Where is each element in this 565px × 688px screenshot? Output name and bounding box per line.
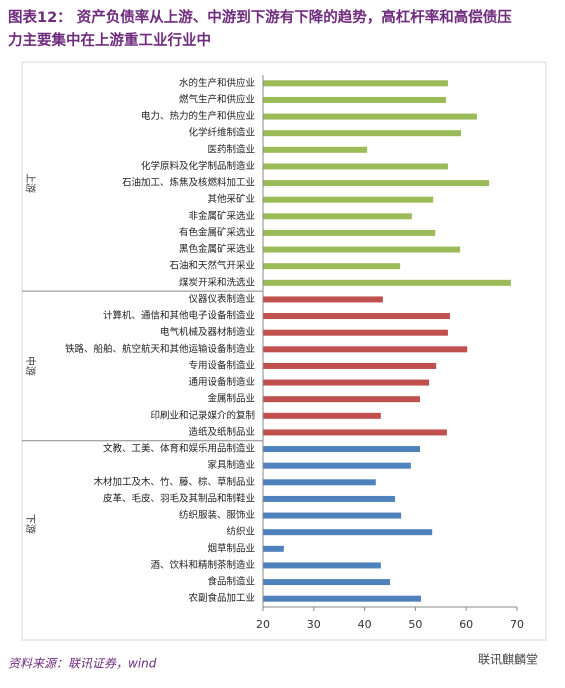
y-tick-label: 化学纤维制造业: [188, 127, 255, 139]
chart-title: 力主要集中在上游重工业行业中: [8, 31, 211, 49]
bar: [263, 296, 383, 303]
watermark: 联讯麒麟堂: [478, 652, 538, 667]
bar: [263, 346, 468, 353]
x-tick-label: 40: [358, 618, 372, 631]
group-label: 下游: [24, 514, 37, 534]
bar: [263, 579, 390, 586]
y-tick-label: 煤炭开采和洗选业: [179, 276, 255, 288]
bar: [263, 512, 402, 519]
bar: [263, 446, 420, 453]
bar: [263, 379, 430, 386]
y-tick-label: 文教、工美、体育和娱乐用品制造业: [103, 443, 255, 455]
bar: [263, 196, 434, 203]
y-tick-label: 造纸及纸制品业: [188, 426, 255, 438]
x-tick-label: 50: [408, 618, 422, 631]
bar: [263, 279, 511, 286]
y-tick-label: 化学原料及化学制品制造业: [141, 160, 255, 172]
y-tick-label: 通用设备制造业: [188, 376, 255, 388]
y-tick-label: 纺织服装、服饰业: [179, 509, 255, 521]
bar: [263, 313, 450, 320]
y-tick-label: 石油和天然气开采业: [169, 260, 255, 272]
x-tick-label: 70: [510, 618, 524, 631]
y-tick-label: 黑色金属矿采选业: [179, 243, 255, 255]
bar: [263, 529, 433, 536]
y-tick-label: 印刷业和记录媒介的复制: [150, 409, 255, 421]
y-tick-label: 仪器仪表制造业: [188, 293, 255, 305]
y-tick-label: 其他采矿业: [207, 193, 255, 205]
bar: [263, 229, 436, 236]
y-tick-label: 农副食品加工业: [188, 592, 255, 604]
bar: [263, 113, 477, 120]
group-label: 中游: [24, 356, 37, 376]
bar: [263, 246, 461, 253]
y-tick-label: 医药制造业: [207, 143, 255, 155]
x-tick-label: 20: [256, 618, 270, 631]
bar: [263, 545, 284, 552]
y-tick-label: 电力、热力的生产和供应业: [141, 110, 255, 122]
bar: [263, 562, 381, 569]
bar: [263, 412, 381, 419]
bar: [263, 495, 396, 502]
y-tick-label: 计算机、通信和其他电子设备制造业: [103, 310, 255, 322]
bar: [263, 462, 411, 469]
bar: [263, 96, 446, 103]
y-tick-label: 金属制品业: [207, 393, 255, 405]
y-tick-label: 石油加工、炼焦及核燃料加工业: [122, 177, 255, 189]
y-tick-label: 铁路、船舶、航空航天和其他运输设备制造业: [65, 343, 255, 355]
bar: [263, 130, 462, 137]
x-tick-label: 30: [307, 618, 321, 631]
group-label: 上游: [24, 173, 37, 193]
bar: [263, 362, 437, 369]
bar: [263, 146, 368, 153]
frame: [21, 61, 547, 641]
y-tick-label: 木材加工及木、竹、藤、棕、草制品业: [93, 476, 255, 488]
bar: [263, 263, 401, 270]
bar: [263, 80, 448, 87]
source: 资料来源：联讯证券，wind: [8, 657, 157, 671]
y-tick-label: 家具制造业: [207, 459, 255, 471]
y-tick-label: 皮革、毛皮、羽毛及其制品和制鞋业: [103, 492, 255, 504]
y-tick-label: 非金属矿采选业: [188, 210, 255, 222]
bar: [263, 479, 376, 486]
y-tick-label: 燃气生产和供应业: [179, 93, 255, 105]
y-tick-label: 纺织业: [226, 526, 255, 538]
x-tick-label: 60: [459, 618, 473, 631]
bar: [263, 213, 412, 220]
y-tick-label: 烟草制品业: [207, 542, 255, 554]
y-tick-label: 酒、饮料和精制茶制造业: [150, 559, 255, 571]
chart-title: 图表12： 资产负债率从上游、中游到下游有下降的趋势，高杠杆率和高偿债压: [8, 8, 512, 26]
y-tick-label: 水的生产和供应业: [179, 77, 255, 89]
bar: [263, 329, 448, 336]
y-tick-label: 电气机械及器材制造业: [160, 326, 255, 338]
bar: [263, 180, 490, 187]
bar: [263, 595, 421, 602]
bar: [263, 163, 448, 170]
y-tick-label: 有色金属矿采选业: [179, 226, 255, 238]
y-tick-label: 食品制造业: [207, 576, 255, 588]
y-tick-label: 专用设备制造业: [188, 359, 255, 371]
bar: [263, 429, 447, 436]
bar: [263, 396, 420, 403]
